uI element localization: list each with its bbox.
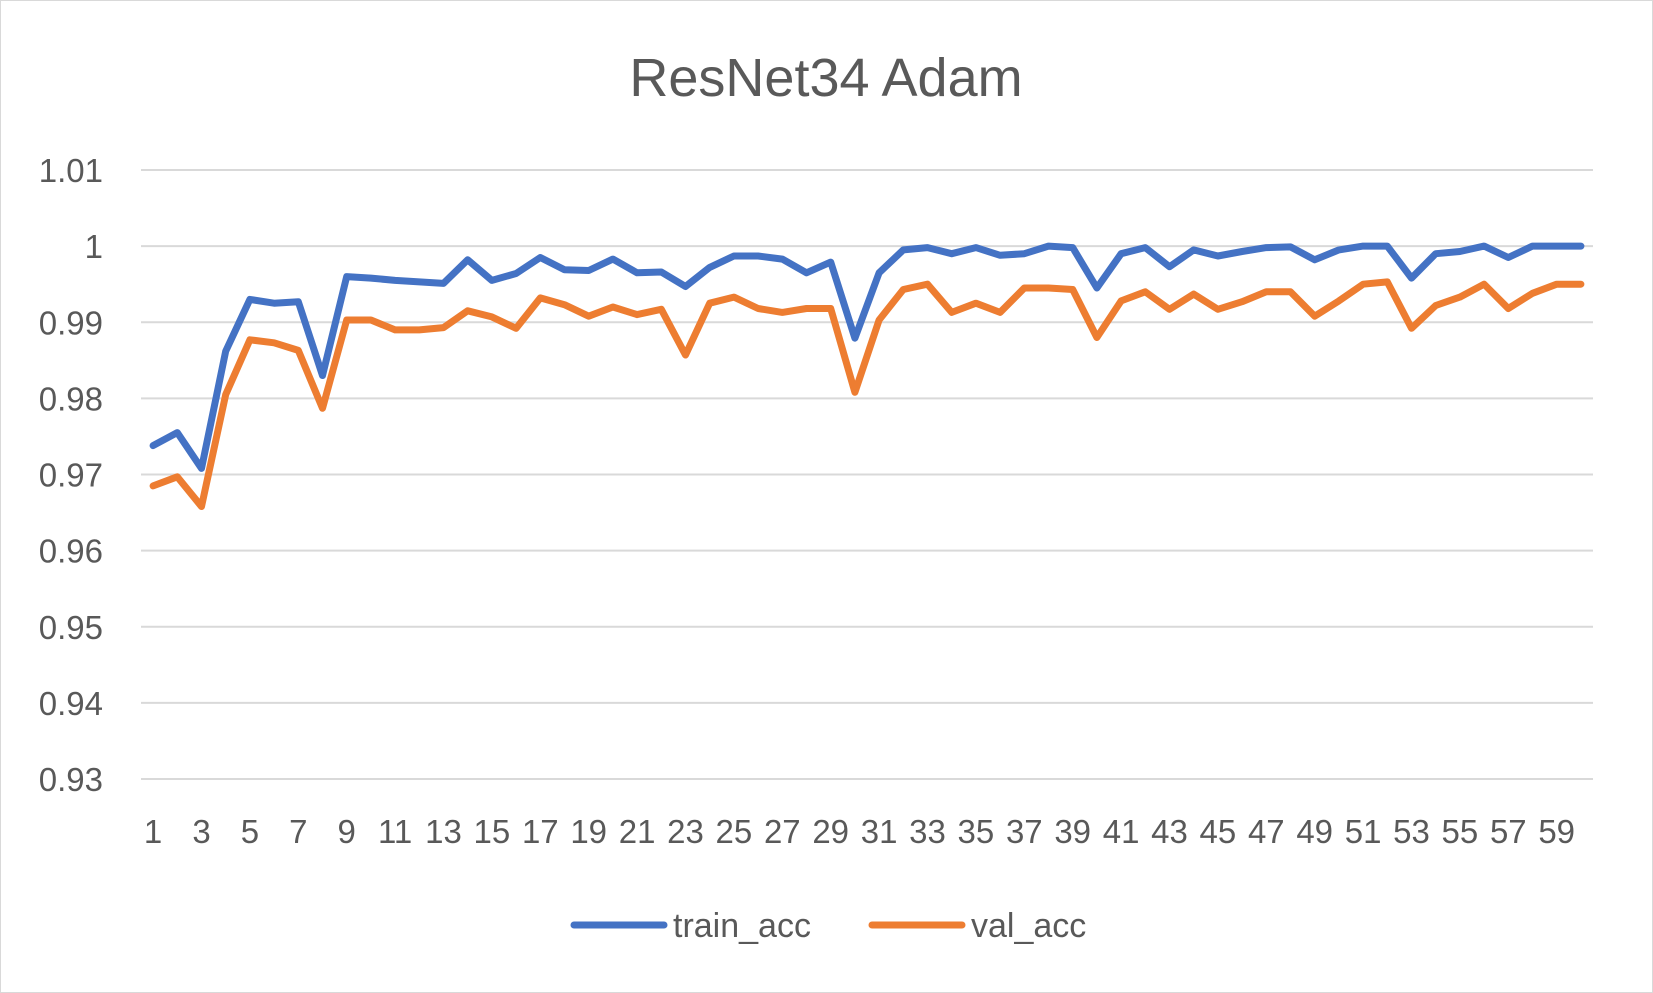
x-tick-label: 49 (1296, 813, 1333, 850)
legend-label: val_acc (971, 907, 1086, 945)
x-tick-label: 21 (619, 813, 656, 850)
y-axis-ticks: 1.01 1 0.99 0.98 0.97 0.96 0.95 0.94 0.93 (39, 152, 103, 798)
legend-label: train_acc (673, 907, 811, 945)
series-lines (149, 242, 1585, 510)
x-tick-label: 19 (570, 813, 607, 850)
x-tick-label: 27 (764, 813, 801, 850)
legend: train_acc val_acc (570, 907, 1086, 945)
x-tick-label: 1 (144, 813, 162, 850)
x-tick-label: 5 (241, 813, 259, 850)
x-tick-label: 55 (1442, 813, 1479, 850)
legend-item-val_acc: val_acc (868, 907, 1086, 945)
x-tick-label: 57 (1490, 813, 1527, 850)
legend-item-train_acc: train_acc (570, 907, 811, 945)
x-tick-label: 59 (1538, 813, 1575, 850)
y-tick-label: 0.98 (39, 380, 103, 417)
x-tick-label: 15 (474, 813, 511, 850)
series-line-val_acc (149, 278, 1585, 510)
x-tick-label: 43 (1151, 813, 1188, 850)
x-tick-label: 23 (667, 813, 704, 850)
x-tick-label: 33 (909, 813, 946, 850)
x-tick-label: 3 (192, 813, 210, 850)
y-tick-label: 0.93 (39, 761, 103, 798)
x-tick-label: 29 (812, 813, 849, 850)
gridlines (141, 169, 1593, 780)
x-tick-label: 25 (716, 813, 753, 850)
x-axis-ticks: 1 3 5 7 9 11 13 15 17 19 21 23 25 27 29 31 33 35 37 39 41 43 4… (144, 813, 1575, 850)
x-tick-label: 39 (1054, 813, 1091, 850)
y-tick-label: 0.94 (39, 685, 103, 722)
x-tick-label: 31 (861, 813, 898, 850)
chart-title: ResNet34 Adam (629, 48, 1022, 108)
y-tick-label: 0.95 (39, 609, 103, 646)
x-tick-label: 7 (289, 813, 307, 850)
x-tick-label: 51 (1345, 813, 1382, 850)
x-tick-label: 11 (378, 813, 412, 850)
x-tick-label: 13 (425, 813, 462, 850)
y-tick-label: 0.96 (39, 533, 103, 570)
series-line-train_acc (149, 242, 1585, 472)
x-tick-label: 35 (958, 813, 995, 850)
y-tick-label: 1 (85, 228, 103, 265)
y-tick-label: 1.01 (39, 152, 103, 189)
y-tick-label: 0.99 (39, 304, 103, 341)
x-tick-label: 37 (1006, 813, 1043, 850)
x-tick-label: 45 (1200, 813, 1237, 850)
x-tick-label: 53 (1393, 813, 1430, 850)
y-tick-label: 0.97 (39, 457, 103, 494)
x-tick-label: 47 (1248, 813, 1285, 850)
x-tick-label: 41 (1103, 813, 1140, 850)
x-tick-label: 17 (522, 813, 559, 850)
x-tick-label: 9 (338, 813, 356, 850)
